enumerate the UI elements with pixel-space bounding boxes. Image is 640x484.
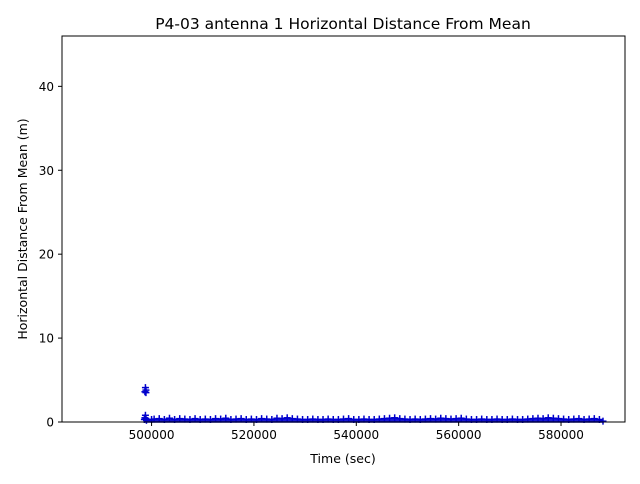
data-point: [237, 415, 245, 423]
y-tick-label: 30: [39, 164, 54, 178]
plot-frame: [61, 35, 626, 423]
data-point: [590, 415, 598, 423]
x-axis: 500000 520000 540000 560000 580000: [129, 422, 584, 442]
y-tick-label: 40: [39, 80, 54, 94]
data-point: [457, 414, 465, 422]
data-point: [191, 415, 199, 423]
data-point: [575, 415, 583, 423]
y-tick-label: 20: [39, 248, 54, 262]
data-point: [155, 415, 163, 423]
plot-area: [140, 384, 607, 425]
data-point: [217, 415, 225, 423]
data-point: [345, 415, 353, 423]
x-tick-label: 560000: [436, 428, 482, 442]
data-point: [391, 414, 399, 422]
data-point: [222, 414, 230, 422]
x-tick-label: 520000: [231, 428, 277, 442]
data-point: [165, 414, 173, 422]
y-tick-label: 0: [46, 416, 54, 430]
x-axis-label: Time (sec): [309, 451, 375, 466]
y-tick-label: 10: [39, 332, 54, 346]
y-axis: 0 10 20 30 40: [39, 80, 62, 430]
data-point: [432, 415, 440, 423]
data-point: [278, 415, 286, 423]
x-tick-label: 500000: [129, 428, 175, 442]
data-point: [599, 417, 607, 425]
chart-title: P4-03 antenna 1 Horizontal Distance From…: [155, 15, 531, 33]
data-point: [142, 389, 150, 397]
data-point: [539, 415, 547, 423]
data-point: [283, 414, 291, 422]
x-tick-label: 540000: [333, 428, 379, 442]
data-point: [142, 416, 150, 424]
x-tick-label: 580000: [538, 428, 584, 442]
y-axis-label: Horizontal Distance From Mean (m): [15, 118, 30, 339]
